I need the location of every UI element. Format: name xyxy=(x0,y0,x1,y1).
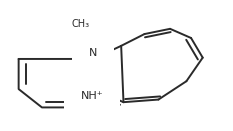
Text: NH⁺: NH⁺ xyxy=(81,91,103,101)
Text: N: N xyxy=(89,48,97,58)
Text: CH₃: CH₃ xyxy=(71,19,89,29)
